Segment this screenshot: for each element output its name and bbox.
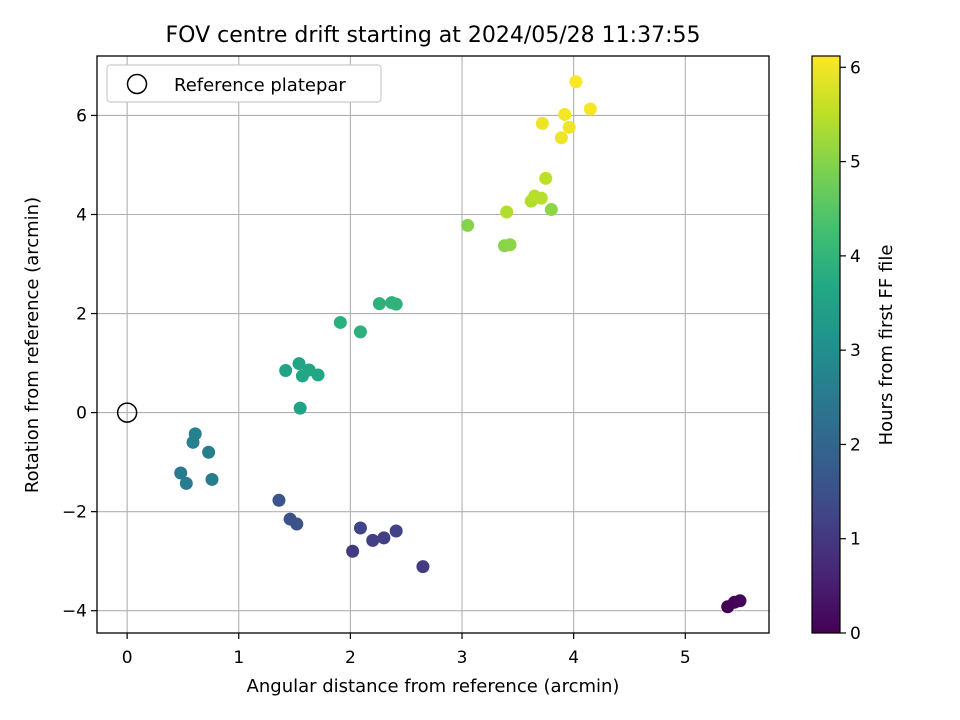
chart-title: FOV centre drift starting at 2024/05/28 … (166, 23, 701, 48)
x-axis-label: Angular distance from reference (arcmin) (247, 676, 620, 697)
data-point (389, 297, 403, 311)
data-point (293, 401, 307, 415)
colorbar-tick-label: 2 (850, 435, 861, 455)
data-point (569, 75, 583, 89)
plot-frame (96, 55, 770, 634)
colorbar-tick-label: 3 (850, 341, 861, 361)
data-point (544, 203, 558, 217)
data-point (174, 466, 188, 480)
legend-marker-icon (126, 73, 148, 95)
y-tick-label: 2 (76, 305, 87, 325)
y-tick-label: −2 (62, 503, 87, 523)
y-axis-label: Rotation from reference (arcmin) (22, 197, 43, 493)
data-point (377, 531, 391, 545)
data-point (534, 191, 548, 205)
data-point (583, 102, 597, 116)
data-point (366, 533, 380, 547)
x-tick-label: 3 (457, 648, 468, 668)
data-point (389, 524, 403, 538)
data-point (188, 427, 202, 441)
data-point (461, 218, 475, 232)
x-tick-label: 1 (233, 648, 244, 668)
data-point (283, 512, 297, 526)
data-point (279, 364, 293, 378)
x-tick-label: 5 (680, 648, 691, 668)
colorbar-label: Hours from first FF file (876, 245, 897, 446)
x-tick-label: 0 (122, 648, 133, 668)
y-tick-label: 6 (76, 106, 87, 126)
reference-platepar-marker (116, 402, 138, 423)
data-point (346, 544, 360, 558)
data-point (554, 131, 568, 145)
colorbar-ticks: 0 1 2 3 4 5 6 (840, 58, 861, 644)
x-axis-ticks: 0 1 2 3 4 5 (122, 633, 691, 668)
data-point (562, 120, 576, 134)
data-point (503, 238, 517, 252)
data-point (205, 472, 219, 486)
x-tick-label: 4 (568, 648, 579, 668)
data-point (535, 116, 549, 130)
data-point (311, 368, 325, 382)
data-point (353, 325, 367, 339)
colorbar-tick-label: 5 (850, 153, 861, 173)
colorbar (811, 55, 841, 634)
legend-box (106, 64, 382, 103)
data-point (558, 107, 572, 121)
data-point (416, 560, 430, 574)
y-tick-label: 0 (76, 404, 87, 424)
y-tick-label: −4 (62, 602, 87, 622)
data-point (372, 297, 386, 311)
data-point (202, 445, 216, 459)
data-point (733, 594, 747, 608)
colorbar-tick-label: 1 (850, 530, 861, 550)
legend-label: Reference platepar (174, 75, 346, 96)
colorbar-tick-label: 4 (850, 247, 861, 267)
x-tick-label: 2 (345, 648, 356, 668)
data-points (174, 75, 747, 614)
data-point (353, 521, 367, 535)
legend: Reference platepar (106, 64, 382, 103)
data-point (500, 205, 514, 219)
data-point (295, 369, 309, 383)
data-point (272, 493, 286, 507)
y-tick-label: 4 (76, 205, 87, 225)
gridlines (97, 56, 769, 633)
data-point (333, 315, 347, 329)
y-axis-ticks: −4 −2 0 2 4 6 (62, 106, 97, 622)
data-point (292, 357, 306, 371)
data-point (179, 476, 193, 490)
colorbar-tick-label: 0 (850, 624, 861, 644)
data-point (539, 171, 553, 185)
colorbar-tick-label: 6 (850, 58, 861, 78)
